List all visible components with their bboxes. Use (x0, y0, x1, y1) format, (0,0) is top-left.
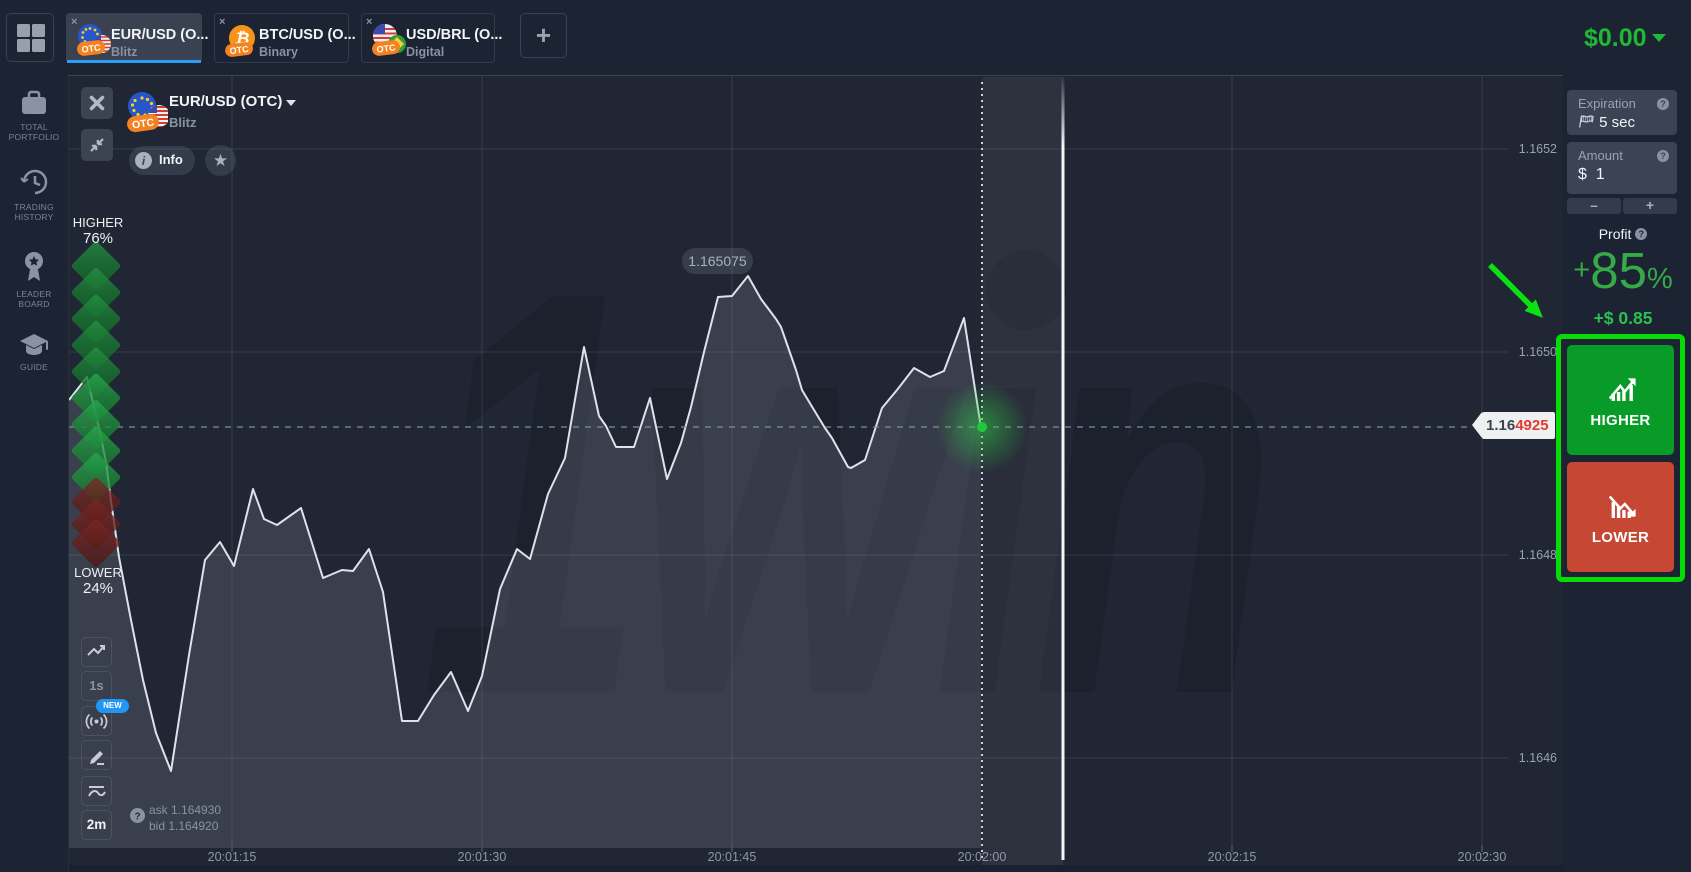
svg-text:OTC: OTC (81, 42, 102, 54)
svg-text:1wın: 1wın (421, 173, 1265, 815)
svg-text:OTC: OTC (376, 42, 397, 54)
svg-text:OTC: OTC (131, 116, 155, 131)
svg-text:OTC: OTC (229, 44, 250, 56)
svg-text:i: i (142, 154, 146, 168)
svg-text:?: ? (134, 812, 140, 823)
